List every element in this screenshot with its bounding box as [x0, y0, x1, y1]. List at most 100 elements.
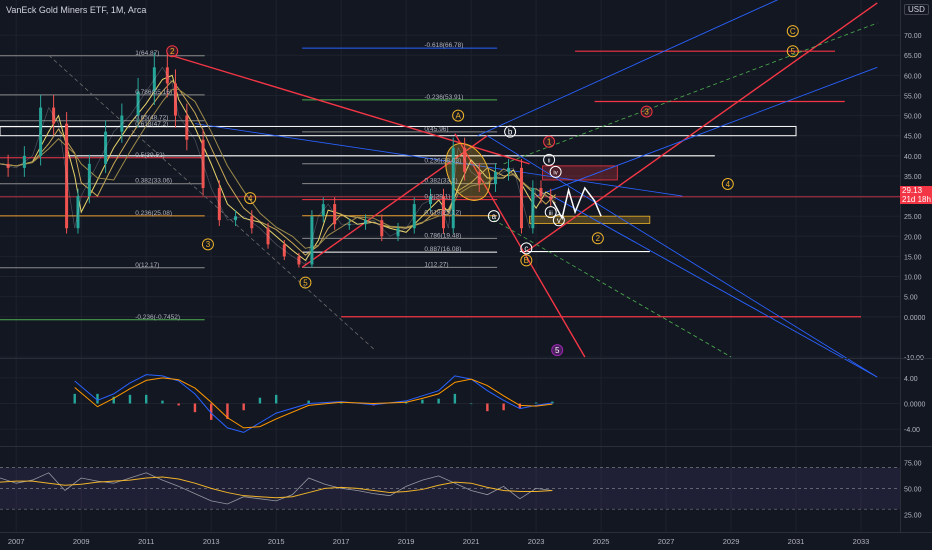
time-tick-label: 2011 — [138, 537, 154, 546]
candle-body — [6, 163, 10, 168]
macd-histogram-bar — [226, 403, 229, 419]
time-tick-label: 2015 — [268, 537, 285, 546]
wave-label-circle — [299, 276, 312, 289]
price-tick-label: 70.00 — [904, 33, 922, 40]
macd-histogram-bar — [274, 394, 278, 404]
time-tick-label: 2031 — [788, 537, 805, 546]
trend-line — [171, 55, 530, 165]
candle-body — [321, 204, 325, 217]
candle-body — [396, 228, 400, 237]
resistance-zone — [0, 125, 797, 137]
rsi-tick-label: 50.00 — [904, 486, 922, 493]
wave-label-circle — [721, 177, 734, 190]
macd-histogram-bar — [193, 403, 197, 413]
bar-countdown: 21d 18h — [900, 195, 932, 204]
time-tick-label: 2013 — [203, 537, 220, 546]
price-series[interactable] — [0, 52, 556, 268]
candle-body — [333, 204, 337, 225]
wave-label-circle — [166, 45, 179, 58]
trend-line — [301, 135, 488, 268]
macd-histogram-bar — [502, 403, 505, 411]
macd-histogram-bar — [145, 394, 148, 404]
time-tick-label: 2017 — [333, 537, 350, 546]
fib-label: 0.236(25.08) — [135, 210, 172, 217]
candle-body — [250, 216, 254, 229]
time-tick-label: 2019 — [398, 537, 415, 546]
wave-label: 3 — [644, 107, 649, 116]
fib-label: 1(64.87) — [135, 50, 159, 57]
macd-histogram-bar — [161, 400, 164, 404]
time-axis[interactable]: 2007 2009 2011 2013 2015 2017 2019 2021 2023 2025… — [8, 537, 869, 546]
time-tick-label: 2007 — [8, 537, 25, 546]
macd-histogram-bar — [128, 394, 132, 404]
wave-label: a — [492, 212, 497, 221]
wave-label-circle — [520, 242, 533, 255]
macd-histogram-bar — [242, 403, 245, 411]
fib-label: 0(45.96) — [424, 126, 448, 133]
candle-body — [347, 224, 351, 226]
candle-body — [380, 220, 384, 237]
wave-label: v — [557, 216, 561, 225]
candle-body — [52, 107, 56, 124]
wave-label: 3 — [206, 240, 211, 249]
candle-body — [451, 147, 455, 229]
candle-body — [234, 216, 238, 221]
wave-label: b — [508, 127, 513, 136]
trend-line — [454, 133, 586, 358]
channel-line — [552, 195, 878, 378]
candle-body — [549, 196, 553, 200]
time-tick-label: 2025 — [593, 537, 610, 546]
wave-label-circle — [544, 206, 557, 219]
macd-tick-label: 4.00 — [904, 376, 918, 383]
wave-label: C — [790, 27, 796, 36]
macd-tick-label: 0.0000 — [904, 402, 926, 409]
moving-average — [0, 79, 556, 256]
candle-body — [310, 216, 314, 265]
currency-button[interactable]: USD — [904, 4, 929, 15]
median-line — [503, 22, 878, 165]
wave-label-circle — [201, 238, 214, 251]
macd-histogram-bar — [534, 402, 538, 404]
wave-label-circle — [520, 254, 533, 267]
candle-body — [39, 107, 43, 156]
fib-label: 0.786(19.48) — [424, 232, 461, 239]
candle-body — [22, 155, 26, 168]
fib-label: -0.618(66.78) — [424, 42, 463, 49]
macd-histogram-bar — [209, 403, 213, 420]
macd-histogram-bar — [258, 397, 262, 404]
macd-histogram-bar — [73, 393, 76, 404]
fib-label: 0.887(16.08) — [424, 246, 461, 253]
candle-body — [173, 83, 177, 116]
candle-body — [519, 167, 523, 229]
wave-label: 4 — [726, 180, 731, 189]
rsi-line — [0, 472, 553, 505]
price-tick-label: 55.00 — [904, 93, 922, 100]
rsi-pane[interactable]: 75.00 50.00 25.00 — [0, 460, 922, 519]
time-tick-label: 2033 — [853, 537, 870, 546]
close-line — [0, 66, 556, 265]
candle-body — [493, 171, 497, 184]
channel-line — [194, 123, 683, 197]
wave-label: 5 — [555, 346, 560, 355]
macd-histogram-bar — [339, 402, 343, 404]
candle-body — [297, 256, 301, 265]
wave-label: 5 — [303, 278, 308, 287]
candle-body — [266, 228, 270, 245]
trend-line — [525, 2, 878, 253]
chart-title: VanEck Gold Miners ETF, 1M, Arca — [6, 5, 147, 15]
wave-label-circle — [786, 25, 799, 38]
time-tick-label: 2023 — [528, 537, 545, 546]
candle-body — [442, 196, 446, 229]
candle-body — [136, 91, 140, 116]
fib-label: 1(12.27) — [424, 261, 448, 268]
candle-body — [463, 147, 467, 172]
drawing-tools — [0, 0, 900, 378]
rsi-tick-label: 25.00 — [904, 512, 922, 519]
macd-pane[interactable]: 4.00 0.0000 -4.00 — [0, 374, 926, 435]
macd-histogram-bar — [177, 403, 180, 406]
candle-body — [217, 188, 221, 221]
wave-label: 5 — [791, 47, 796, 56]
macd-histogram-bar — [96, 393, 99, 404]
